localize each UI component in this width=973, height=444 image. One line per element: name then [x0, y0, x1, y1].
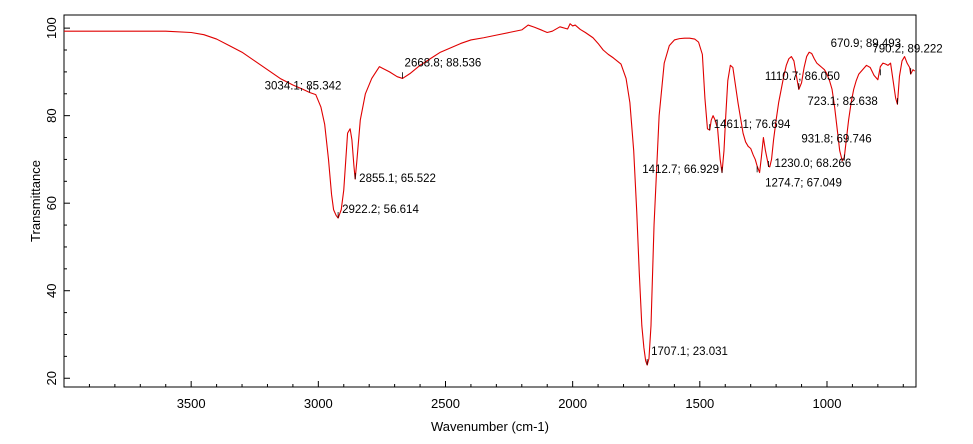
peak-label: 1707.1; 23.031	[651, 346, 728, 358]
peak-label: 1412.7; 66.929	[642, 164, 719, 176]
peak-label: 1230.0; 68.266	[774, 158, 851, 170]
peak-label: 723.1; 82.638	[807, 96, 877, 108]
x-tick-label: 1000	[813, 396, 842, 411]
x-tick-label: 3000	[304, 396, 333, 411]
x-tick-label: 1500	[685, 396, 714, 411]
peak-label: 2855.1; 65.522	[359, 173, 436, 185]
x-axis-title: Wavenumber (cm-1)	[431, 419, 549, 434]
peak-label: 2922.2; 56.614	[342, 204, 419, 216]
x-tick-label: 2000	[558, 396, 587, 411]
spectrum-series	[64, 23, 916, 366]
x-axis: 3500 3000 2500 2000 1500 1000	[88, 381, 904, 411]
peak-label: 2668.8; 88.536	[405, 57, 482, 69]
peak-label: 1274.7; 67.049	[765, 177, 842, 189]
peak-label: 3034.1; 85.342	[265, 80, 342, 92]
spectrum-line	[64, 23, 916, 366]
y-tick-label: 60	[44, 196, 59, 210]
peak-label: 790.2; 89.222	[872, 43, 942, 55]
x-tick-label: 2500	[431, 396, 460, 411]
y-tick-label: 40	[44, 283, 59, 297]
y-tick-label: 20	[44, 371, 59, 385]
plot-frame	[63, 14, 917, 388]
x-tick-label: 3500	[177, 396, 206, 411]
peak-annotations: 3034.1; 85.342 2668.8; 88.536 2855.1; 65.5…	[265, 38, 943, 365]
y-axis-title: Transmittance	[28, 160, 43, 242]
peak-label: 931.8; 69.746	[801, 134, 871, 146]
peak-label: 1110.7; 86.050	[765, 71, 840, 83]
y-tick-label: 100	[44, 17, 59, 39]
y-tick-label: 80	[44, 108, 59, 122]
peak-label: 670.9; 89.493	[831, 38, 901, 50]
y-axis: 20 40 60 80 100	[44, 17, 70, 385]
peak-label: 1461.1; 76.694	[714, 119, 791, 131]
